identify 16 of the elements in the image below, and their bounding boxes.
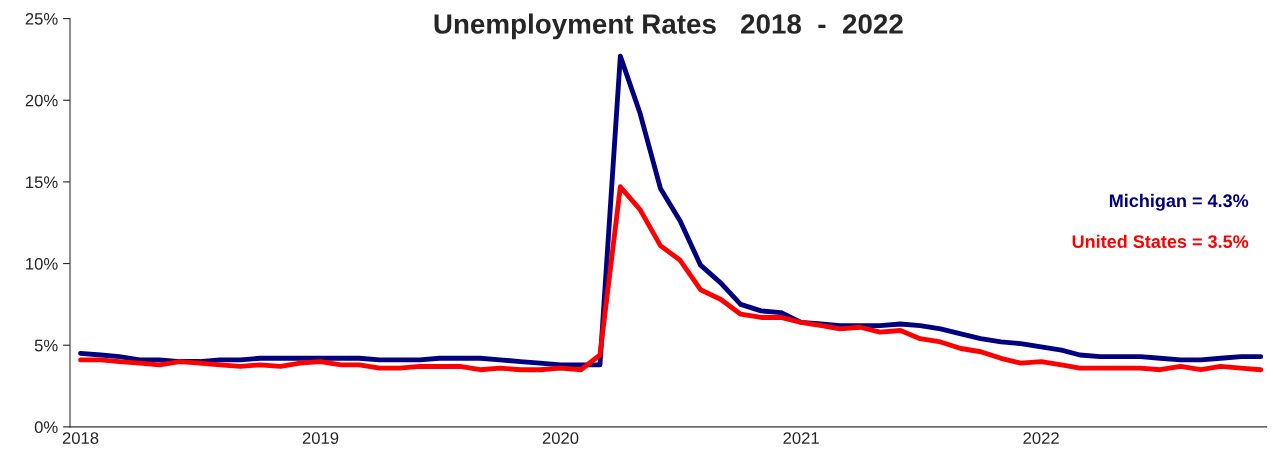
y-tick-label: 10%	[26, 257, 58, 270]
chart-title: Unemployment Rates 2018 - 2022	[434, 13, 903, 40]
y-tick-label: 20%	[25, 94, 58, 107]
line-series	[78, 184, 1264, 373]
y-tick-label: 0%	[34, 421, 58, 434]
text: Michigan = 4.3%	[1109, 193, 1249, 211]
x-tick-label: 2020	[542, 432, 579, 444]
y-tick-label: 15%	[26, 176, 58, 189]
x-tick-label: 2021	[783, 432, 819, 444]
y-tick-label: 5%	[34, 339, 58, 352]
y-tick-label: 25%	[25, 12, 58, 25]
x-tick-label: 2022	[1023, 432, 1059, 444]
text: United States = 3.5%	[1072, 234, 1249, 249]
x-tick-label: 2018	[62, 432, 99, 444]
x-tick-label: 2019	[302, 432, 339, 444]
line-series	[78, 53, 1264, 368]
